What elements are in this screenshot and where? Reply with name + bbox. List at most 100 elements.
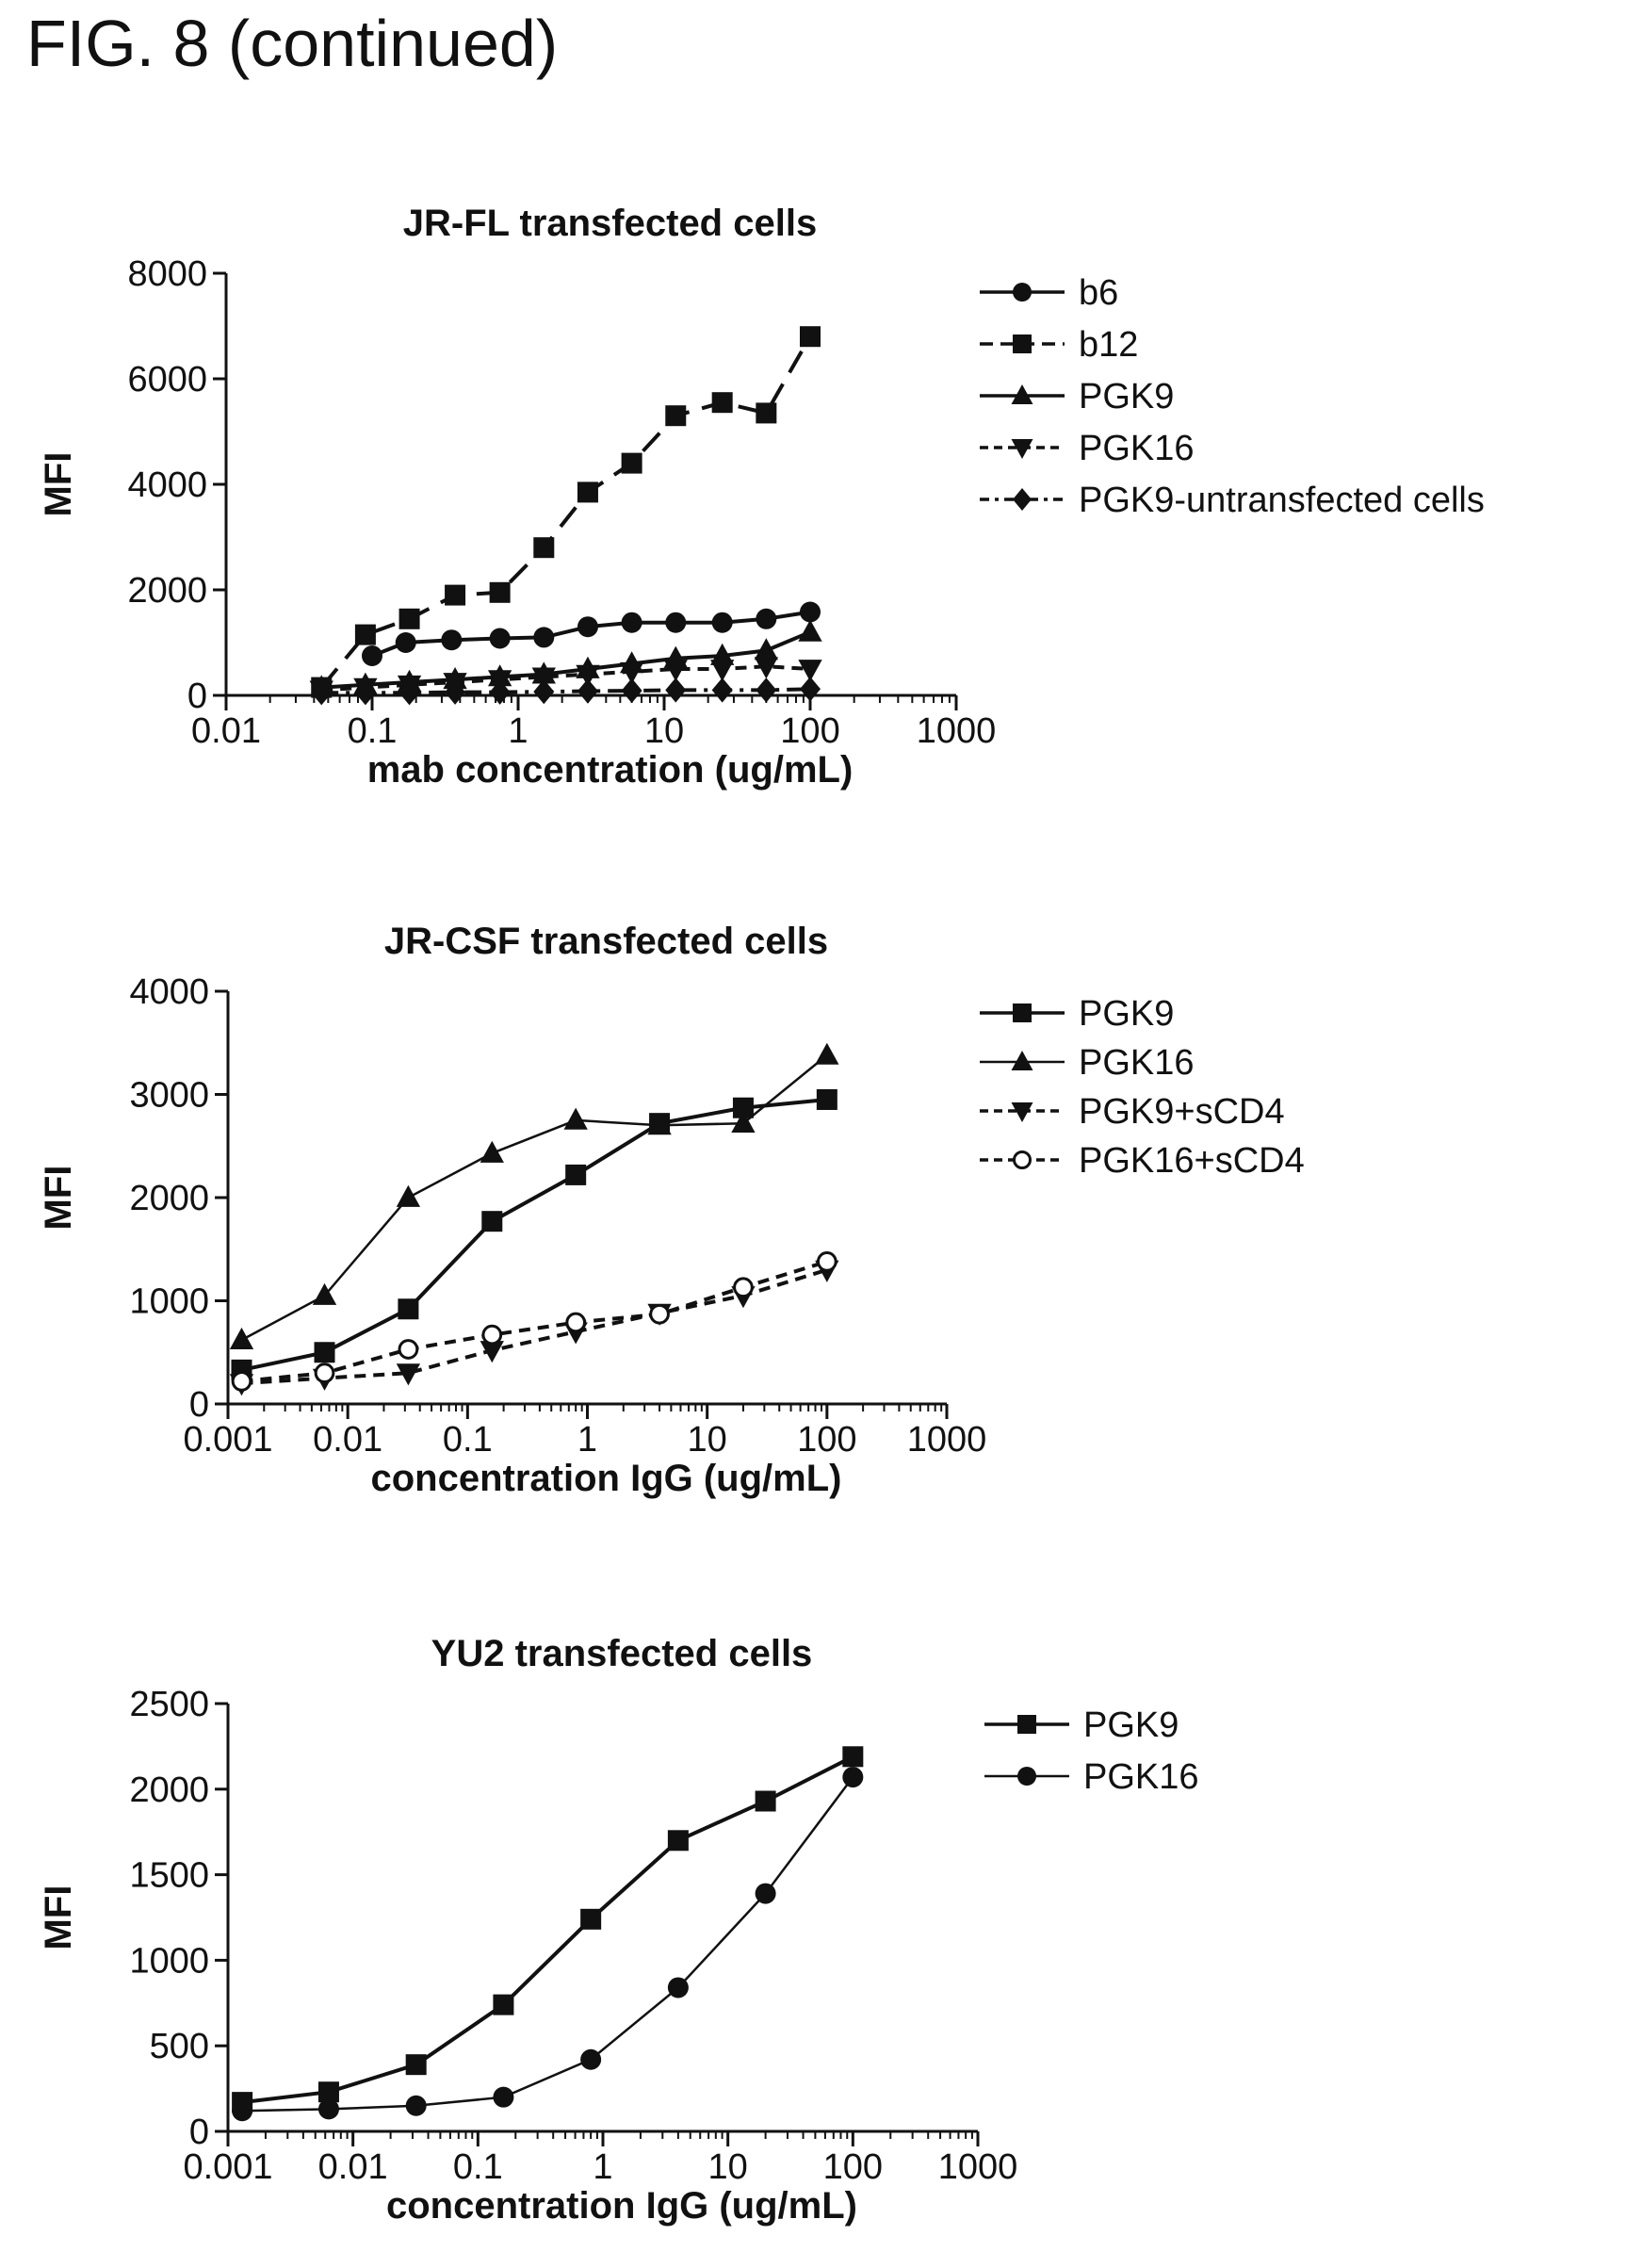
data-point — [800, 601, 821, 623]
legend-entry: PGK16 — [980, 1043, 1195, 1083]
x-tick-label: 1000 — [938, 2147, 1018, 2187]
y-tick-label: 500 — [150, 2027, 209, 2066]
data-point — [489, 581, 511, 603]
x-tick-label: 1 — [577, 1420, 597, 1460]
series-line — [241, 1267, 828, 1386]
data-point — [815, 1042, 839, 1065]
data-point — [731, 1110, 756, 1134]
x-tick-label: 1000 — [907, 1420, 987, 1460]
data-point — [754, 638, 778, 661]
data-point — [312, 1282, 337, 1305]
data-point — [756, 608, 777, 629]
data-point — [665, 677, 687, 703]
data-point — [445, 679, 466, 705]
x-tick-label: 1000 — [917, 711, 997, 751]
data-point — [816, 1088, 837, 1110]
legend-entry: PGK9 — [980, 994, 1174, 1034]
legend-marker — [1017, 1715, 1036, 1734]
legend-marker — [1011, 1051, 1033, 1070]
data-point — [621, 612, 642, 633]
series-pgk16-scd4 — [231, 1251, 837, 1392]
data-point — [533, 627, 555, 648]
legend-label: PGK9 — [1079, 994, 1174, 1034]
chart-title: YU2 transfected cells — [431, 1633, 813, 1674]
legend-entry: PGK9-untransfected cells — [980, 481, 1485, 520]
y-tick-label: 6000 — [127, 360, 207, 400]
chart-jr-fl: JR-FL transfected cells 0 2000 4000 6000 8000… — [38, 203, 1485, 791]
data-point — [754, 657, 778, 679]
legend-label: PGK16 — [1079, 429, 1195, 468]
data-point — [663, 660, 688, 682]
series-line — [321, 629, 811, 690]
y-axis-label: MFI — [38, 1885, 79, 1950]
data-point — [842, 1767, 864, 1788]
series-pgk9 — [232, 1746, 864, 2113]
data-point — [396, 1184, 421, 1207]
x-tick-label: 10 — [708, 2147, 748, 2187]
data-point — [710, 660, 735, 682]
data-point — [816, 1251, 837, 1272]
data-point — [232, 2100, 253, 2122]
data-point — [621, 677, 642, 704]
data-point — [798, 619, 822, 642]
y-tick-label: 8000 — [127, 254, 207, 294]
y-tick-label: 0 — [187, 677, 207, 716]
data-point — [533, 537, 555, 559]
series-pgk16 — [232, 1767, 864, 2122]
series-line — [241, 1754, 854, 2105]
y-tick-label: 4000 — [127, 465, 207, 505]
series-line — [242, 1776, 854, 2113]
data-point — [396, 1363, 421, 1386]
data-point — [314, 1362, 335, 1384]
legend-entry: PGK9 — [984, 1705, 1179, 1745]
data-point — [798, 660, 822, 682]
x-tick-label: 1 — [593, 2147, 612, 2187]
x-tick-label: 0.01 — [313, 1420, 382, 1460]
legend-marker — [1011, 1102, 1033, 1122]
legend-label: PGK9-untransfected cells — [1079, 481, 1485, 520]
data-point — [577, 481, 598, 503]
series-line — [321, 664, 811, 693]
y-axis-label: MFI — [38, 1166, 79, 1231]
data-point — [354, 680, 376, 706]
chart-yu2: YU2 transfected cells 0 500 1000 1500 2000 250… — [38, 1633, 1199, 2227]
data-point — [441, 629, 463, 651]
y-tick-label: 0 — [189, 2113, 209, 2152]
data-point — [647, 1113, 672, 1135]
data-point — [711, 612, 733, 633]
data-point — [395, 632, 416, 653]
data-point — [398, 1298, 419, 1320]
data-point — [317, 2081, 339, 2103]
legend-marker — [1011, 439, 1033, 459]
data-point — [565, 1312, 587, 1333]
legend-label: PGK9+sCD4 — [1079, 1092, 1285, 1132]
data-point — [398, 1339, 419, 1360]
data-point — [577, 616, 598, 638]
x-tick-label: 0.001 — [183, 2147, 272, 2187]
legend-label: b6 — [1079, 273, 1118, 313]
y-axis-label: MFI — [38, 452, 79, 517]
data-point — [665, 405, 687, 427]
data-point — [732, 1097, 754, 1118]
x-axis-label: concentration IgG (ug/mL) — [371, 1458, 842, 1499]
legend-entry: PGK16 — [984, 1757, 1199, 1797]
data-point — [480, 1140, 504, 1163]
data-point — [229, 1327, 254, 1350]
x-tick-label: 0.001 — [183, 1420, 272, 1460]
legend-label: PGK9 — [1079, 377, 1174, 416]
legend-label: PGK16 — [1079, 1043, 1195, 1083]
x-axis-label: concentration IgG (ug/mL) — [386, 2185, 857, 2227]
data-point — [489, 679, 511, 705]
series-pgk9-untransfected-cells — [311, 677, 821, 706]
x-tick-label: 100 — [823, 2147, 883, 2187]
legend-entry: PGK9+sCD4 — [980, 1092, 1285, 1132]
legend-marker — [1017, 1767, 1036, 1786]
x-tick-label: 10 — [688, 1420, 727, 1460]
data-point — [480, 1341, 504, 1363]
series-pgk9 — [231, 1088, 837, 1380]
y-tick-label: 3000 — [129, 1076, 209, 1116]
legend-marker — [1013, 334, 1032, 353]
data-point — [621, 452, 642, 474]
data-point — [711, 392, 733, 414]
data-point — [489, 628, 511, 649]
